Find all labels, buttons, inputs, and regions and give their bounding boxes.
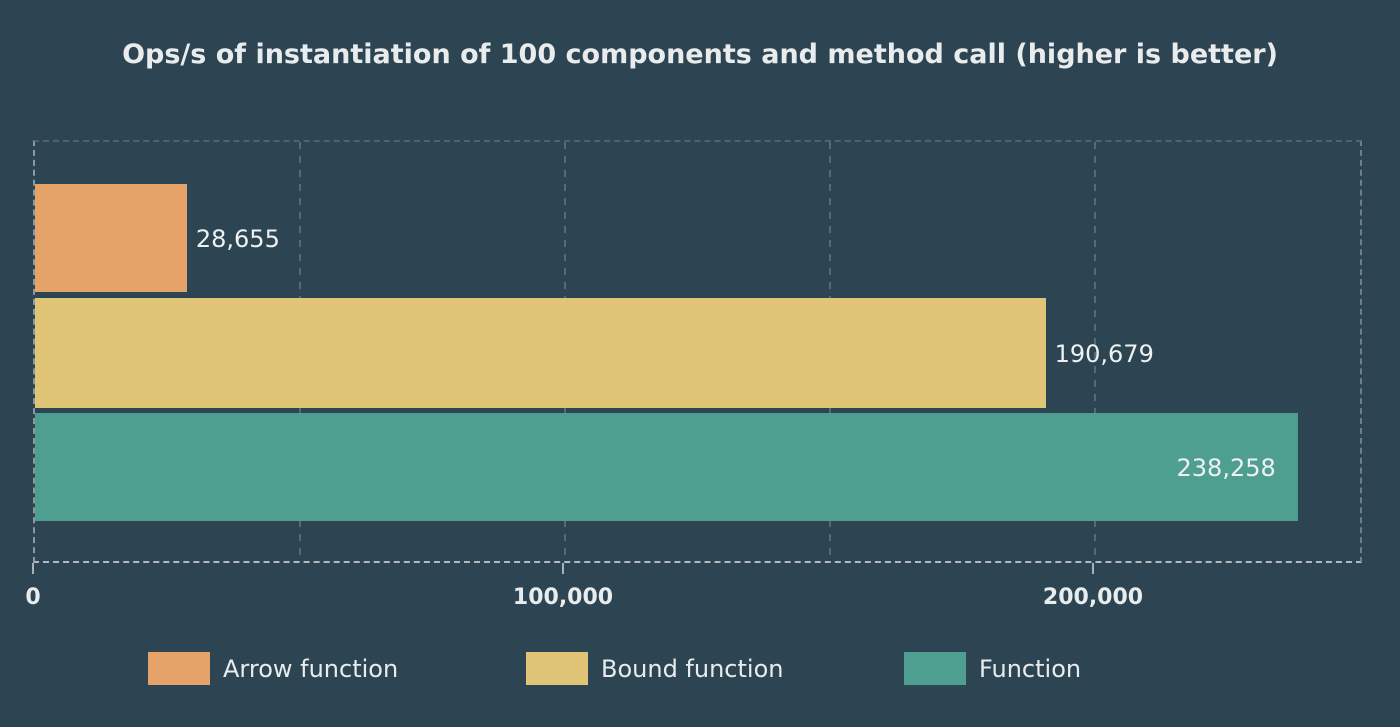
value-label-bound-function: 190,679 <box>1054 340 1154 368</box>
chart-title: Ops/s of instantiation of 100 components… <box>122 39 1278 70</box>
legend-swatch-function <box>904 652 966 685</box>
legend-swatch-bound-function <box>526 652 588 685</box>
legend-swatch-arrow-function <box>148 652 210 685</box>
legend-item-function[interactable]: Function <box>904 652 1282 685</box>
x-tick-0 <box>32 563 34 574</box>
x-tick-200000 <box>1092 563 1094 574</box>
legend-label-arrow-function: Arrow function <box>223 654 399 683</box>
plot-area: 28,655 190,679 238,258 <box>33 140 1362 563</box>
x-tick-label-100000: 100,000 <box>512 585 614 610</box>
bar-arrow-function <box>35 184 187 292</box>
gridline-200000 <box>1094 142 1096 561</box>
legend: Arrow function Bound function Function <box>148 652 1282 685</box>
bar-function <box>35 413 1298 521</box>
x-tick-100000 <box>562 563 564 574</box>
legend-label-bound-function: Bound function <box>601 654 784 683</box>
x-tick-label-0: 0 <box>25 585 41 610</box>
x-tick-label-200000: 200,000 <box>1042 585 1144 610</box>
legend-item-arrow-function[interactable]: Arrow function <box>148 652 526 685</box>
legend-label-function: Function <box>979 654 1082 683</box>
bar-bound-function <box>35 298 1046 408</box>
value-label-arrow-function: 28,655 <box>195 225 280 253</box>
value-label-function: 238,258 <box>1176 454 1276 482</box>
legend-item-bound-function[interactable]: Bound function <box>526 652 904 685</box>
